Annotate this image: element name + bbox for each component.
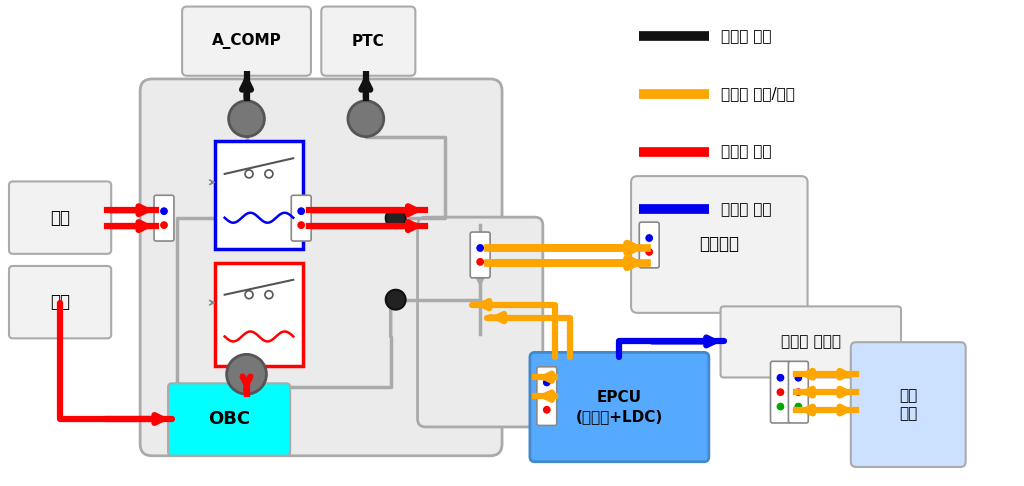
Circle shape (297, 221, 306, 229)
Circle shape (245, 170, 253, 178)
FancyBboxPatch shape (215, 263, 303, 366)
Text: 고전압 충전/출력: 고전압 충전/출력 (721, 87, 795, 102)
Circle shape (386, 208, 406, 228)
Circle shape (645, 247, 653, 257)
Circle shape (794, 373, 803, 382)
Circle shape (776, 373, 785, 382)
FancyBboxPatch shape (721, 306, 901, 378)
FancyBboxPatch shape (182, 6, 311, 76)
FancyBboxPatch shape (639, 222, 659, 268)
FancyBboxPatch shape (537, 367, 557, 425)
Circle shape (794, 388, 803, 397)
FancyBboxPatch shape (631, 176, 808, 313)
Circle shape (245, 291, 253, 299)
Circle shape (228, 101, 264, 137)
FancyBboxPatch shape (9, 266, 112, 338)
Circle shape (226, 354, 266, 394)
Text: OBC: OBC (208, 411, 250, 429)
Text: 배터리팩: 배터리팩 (699, 236, 739, 254)
FancyBboxPatch shape (140, 79, 502, 456)
FancyBboxPatch shape (168, 383, 290, 456)
Text: 고전압 출력: 고전압 출력 (721, 29, 771, 44)
Text: 고전압 충전: 고전압 충전 (721, 144, 771, 159)
FancyBboxPatch shape (418, 217, 543, 427)
Circle shape (160, 207, 169, 216)
Circle shape (543, 378, 551, 387)
Text: 완속: 완속 (50, 293, 70, 311)
Text: 급속: 급속 (50, 208, 70, 226)
FancyBboxPatch shape (154, 195, 174, 241)
Circle shape (543, 405, 551, 414)
Circle shape (776, 388, 785, 397)
FancyBboxPatch shape (9, 181, 112, 254)
Text: EPCU
(인버터+LDC): EPCU (인버터+LDC) (575, 390, 663, 424)
Circle shape (645, 234, 653, 243)
Circle shape (348, 101, 384, 137)
Circle shape (386, 290, 406, 310)
Circle shape (265, 291, 272, 299)
FancyBboxPatch shape (529, 352, 709, 462)
FancyBboxPatch shape (851, 342, 966, 467)
Text: PTC: PTC (352, 34, 385, 49)
Circle shape (476, 258, 484, 266)
Circle shape (543, 392, 551, 400)
FancyBboxPatch shape (291, 195, 311, 241)
Circle shape (265, 170, 272, 178)
Circle shape (160, 221, 169, 229)
Text: 구동
모터: 구동 모터 (899, 388, 918, 421)
Circle shape (476, 243, 484, 252)
Circle shape (794, 402, 803, 411)
FancyBboxPatch shape (770, 361, 791, 423)
FancyBboxPatch shape (215, 140, 303, 249)
FancyBboxPatch shape (470, 232, 490, 278)
Text: 저전압 출력: 저전압 출력 (721, 202, 771, 217)
Circle shape (297, 207, 306, 216)
Text: A_COMP: A_COMP (212, 33, 282, 49)
Text: 저전압 시스템: 저전압 시스템 (780, 334, 841, 349)
Circle shape (776, 402, 785, 411)
FancyBboxPatch shape (788, 361, 808, 423)
FancyBboxPatch shape (322, 6, 416, 76)
